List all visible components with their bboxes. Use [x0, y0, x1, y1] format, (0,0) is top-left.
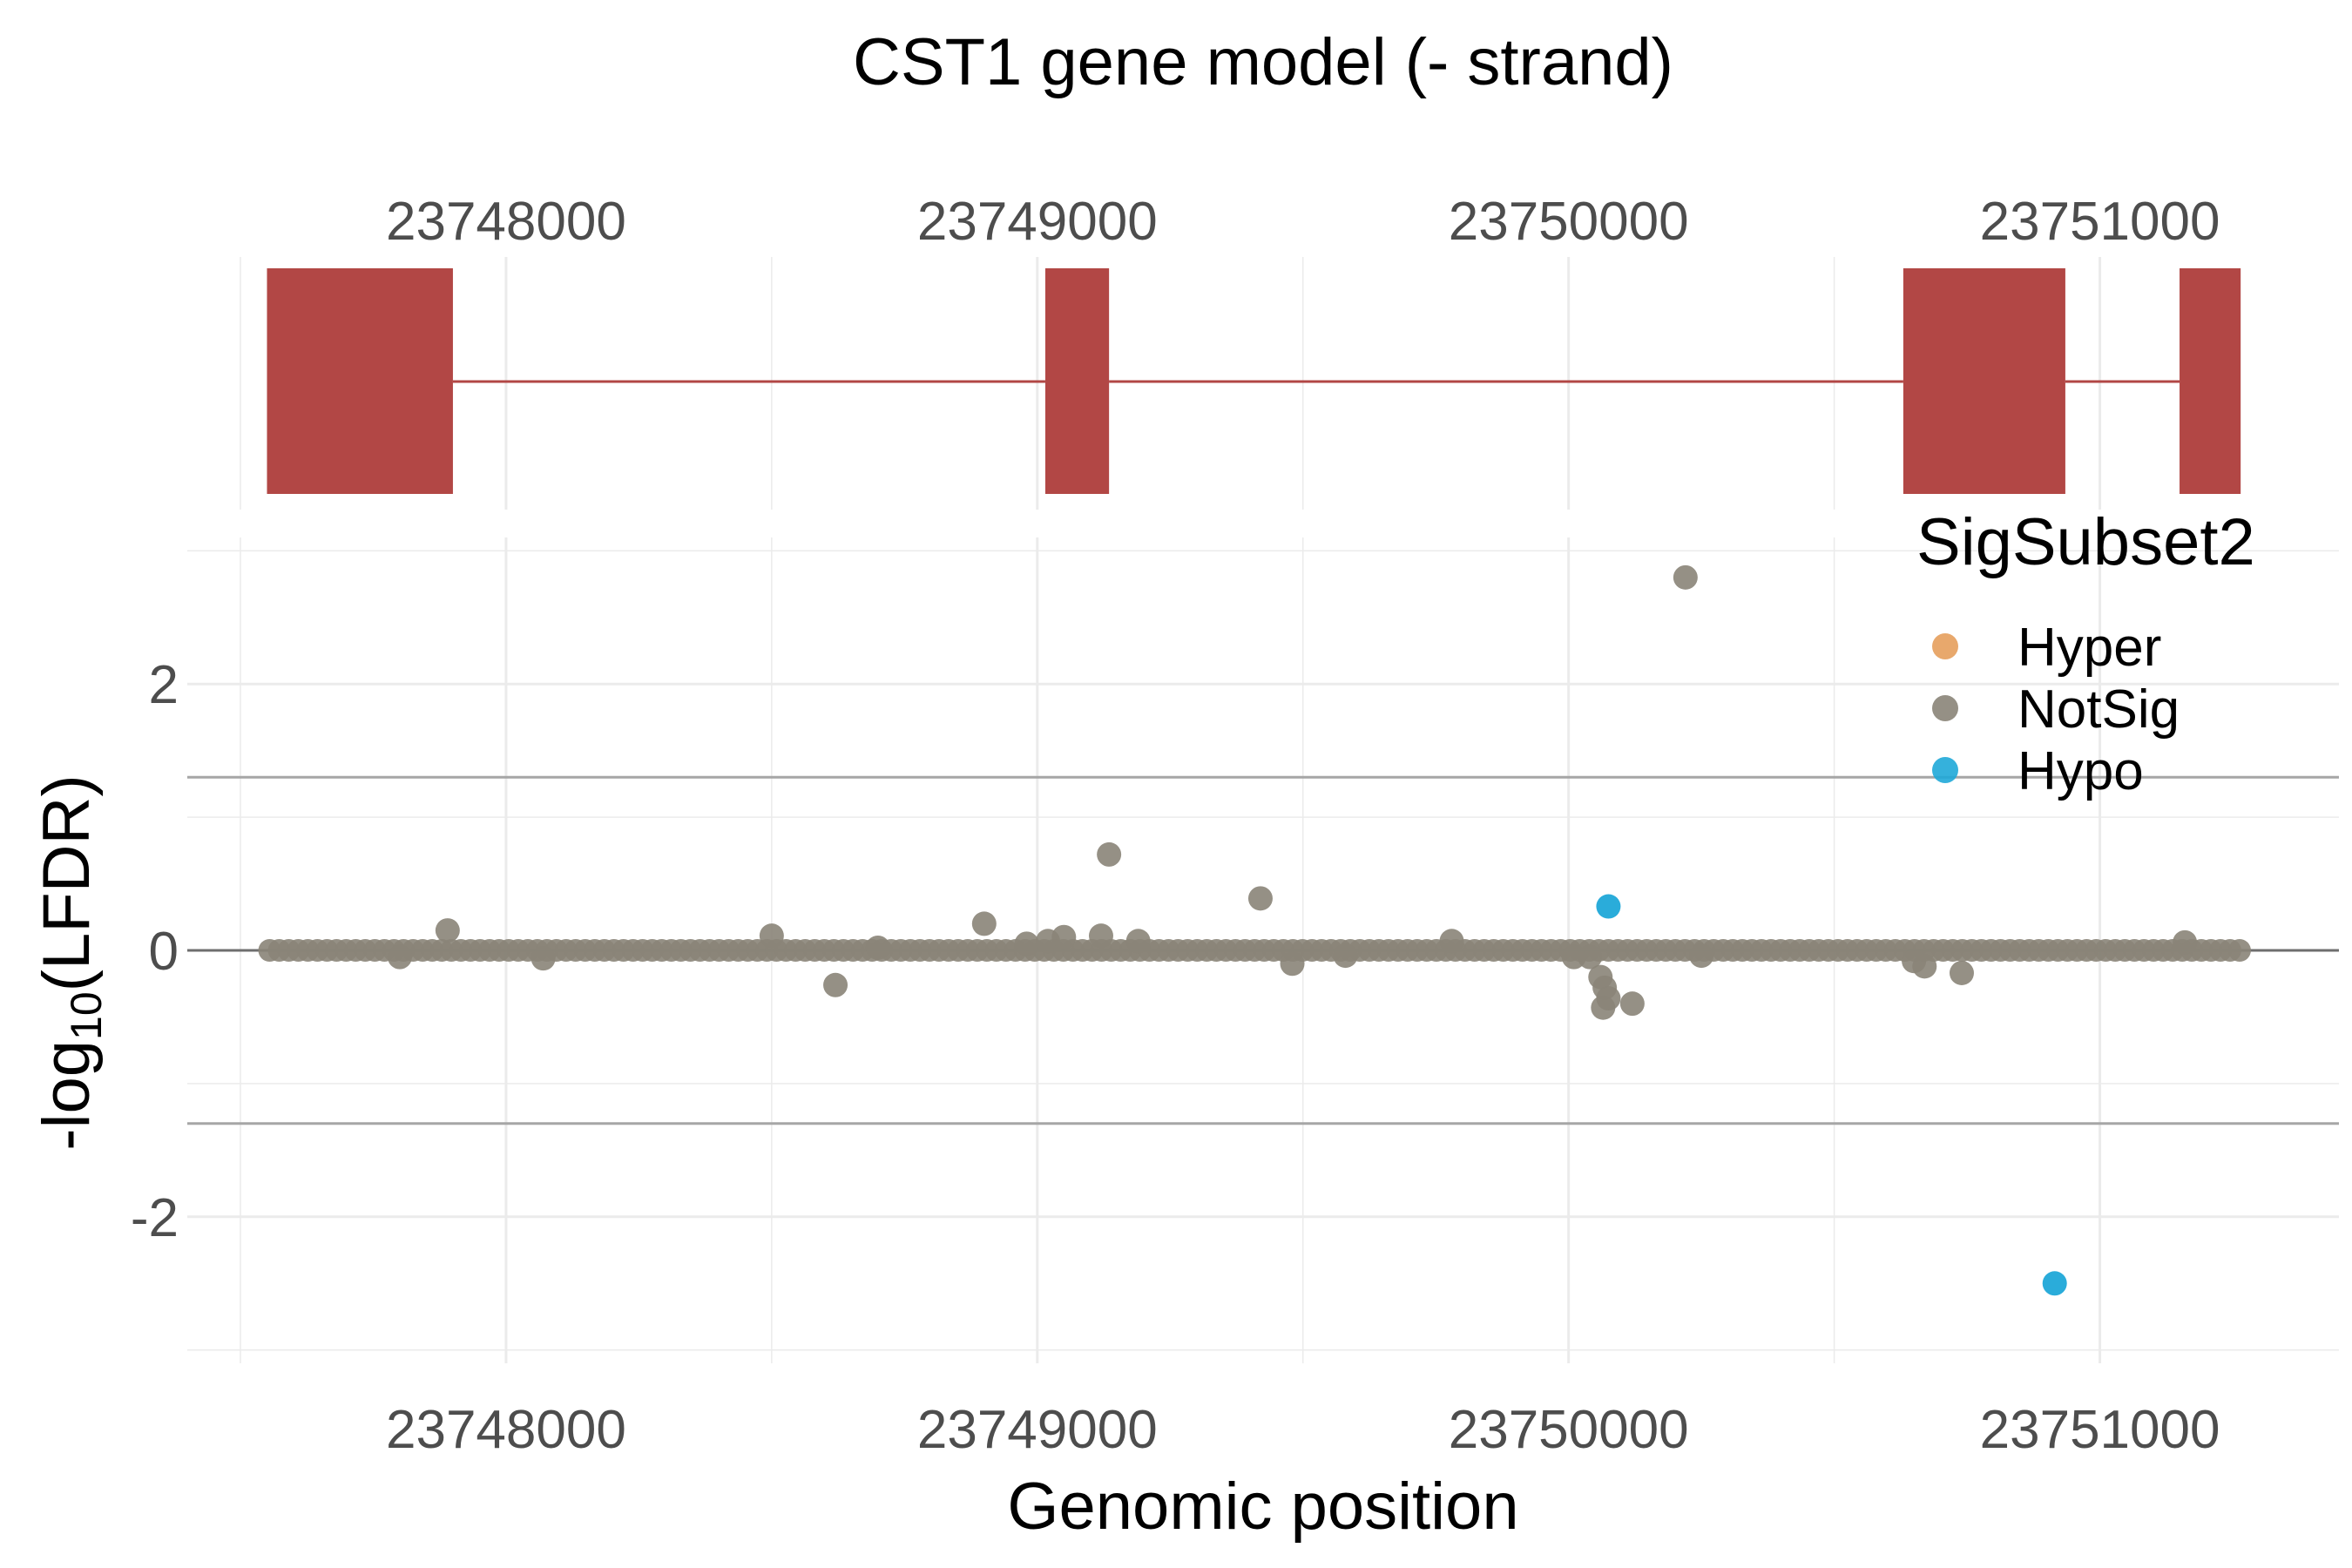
- point-notsig: [865, 935, 890, 960]
- point-notsig: [759, 923, 784, 949]
- y-tick-labels: -2 0 2: [131, 655, 179, 1248]
- exon-block: [267, 268, 453, 494]
- point-notsig: [1051, 924, 1077, 950]
- point-notsig: [1280, 951, 1305, 977]
- exon-block: [1044, 268, 1110, 494]
- y-axis-title: -log10(LFDR): [30, 774, 111, 1150]
- point-notsig: [823, 972, 848, 997]
- gene-model-exons: [267, 268, 2241, 494]
- gene-x-tick-label: 23751000: [1980, 192, 2220, 252]
- gene-x-tick-label: 23750000: [1449, 192, 1689, 252]
- scatter-panel: -2 0 2 23748000 23749000 23750000 23751000: [131, 537, 2339, 1460]
- point-notsig: [2173, 929, 2198, 955]
- point-hypo: [1596, 894, 1621, 919]
- x-tick-label: 23749000: [917, 1400, 1158, 1460]
- gene-model-x-tick-labels: 23748000 23749000 23750000 23751000: [386, 192, 2220, 252]
- scatter-points: [258, 564, 2251, 1296]
- y-axis-title-subscript: 10: [62, 991, 111, 1040]
- point-notsig: [1689, 943, 1714, 969]
- gene-x-tick-label: 23749000: [917, 192, 1158, 252]
- point-notsig: [1673, 564, 1698, 590]
- point-notsig: [1912, 954, 1937, 979]
- y-axis-title-main: -log: [30, 1040, 104, 1151]
- chart-title: CST1 gene model (- strand): [853, 25, 1673, 99]
- point-notsig: [1247, 886, 1273, 911]
- x-tick-label: 23748000: [386, 1400, 626, 1460]
- point-notsig: [1097, 841, 1122, 867]
- x-tick-labels: 23748000 23749000 23750000 23751000: [386, 1400, 2220, 1460]
- gene-model-gridlines: [240, 257, 2102, 510]
- point-notsig: [1619, 991, 1645, 1017]
- gene-model-panel: 23748000 23749000 23750000 23751000: [240, 192, 2241, 510]
- x-tick-label: 23750000: [1449, 1400, 1689, 1460]
- point-notsig: [971, 911, 997, 936]
- y-tick-label: 0: [149, 922, 179, 982]
- legend-key-notsig: [1932, 695, 1958, 721]
- point-notsig: [1596, 986, 1621, 1011]
- point-notsig: [1014, 931, 1039, 956]
- legend-title: SigSubset2: [1916, 505, 2255, 579]
- point-notsig: [1578, 944, 1603, 970]
- point-notsig: [1949, 960, 1974, 985]
- legend-label-hyper: Hyper: [2017, 618, 2161, 678]
- point-notsig: [387, 944, 412, 970]
- point-notsig: [1333, 943, 1358, 969]
- y-tick-label: 2: [149, 655, 179, 715]
- point-notsig: [1088, 923, 1113, 949]
- legend-label-hypo: Hypo: [2017, 741, 2144, 801]
- y-tick-label: -2: [131, 1188, 179, 1248]
- point-notsig: [1439, 929, 1464, 954]
- point-notsig: [1125, 929, 1151, 954]
- x-axis-title: Genomic position: [1007, 1470, 1518, 1544]
- legend-key-hyper: [1932, 633, 1958, 659]
- gene-x-tick-label: 23748000: [386, 192, 626, 252]
- exon-block: [2180, 268, 2241, 494]
- x-tick-label: 23751000: [1980, 1400, 2220, 1460]
- y-axis-title-tail: (LFDR): [30, 774, 104, 991]
- legend-key-hypo: [1932, 757, 1958, 783]
- point-notsig: [531, 946, 556, 971]
- point-baseline: [2227, 939, 2251, 962]
- exon-block: [1903, 268, 2065, 494]
- legend-label-notsig: NotSig: [2017, 679, 2180, 740]
- point-hypo: [2042, 1271, 2067, 1296]
- point-notsig: [435, 918, 460, 943]
